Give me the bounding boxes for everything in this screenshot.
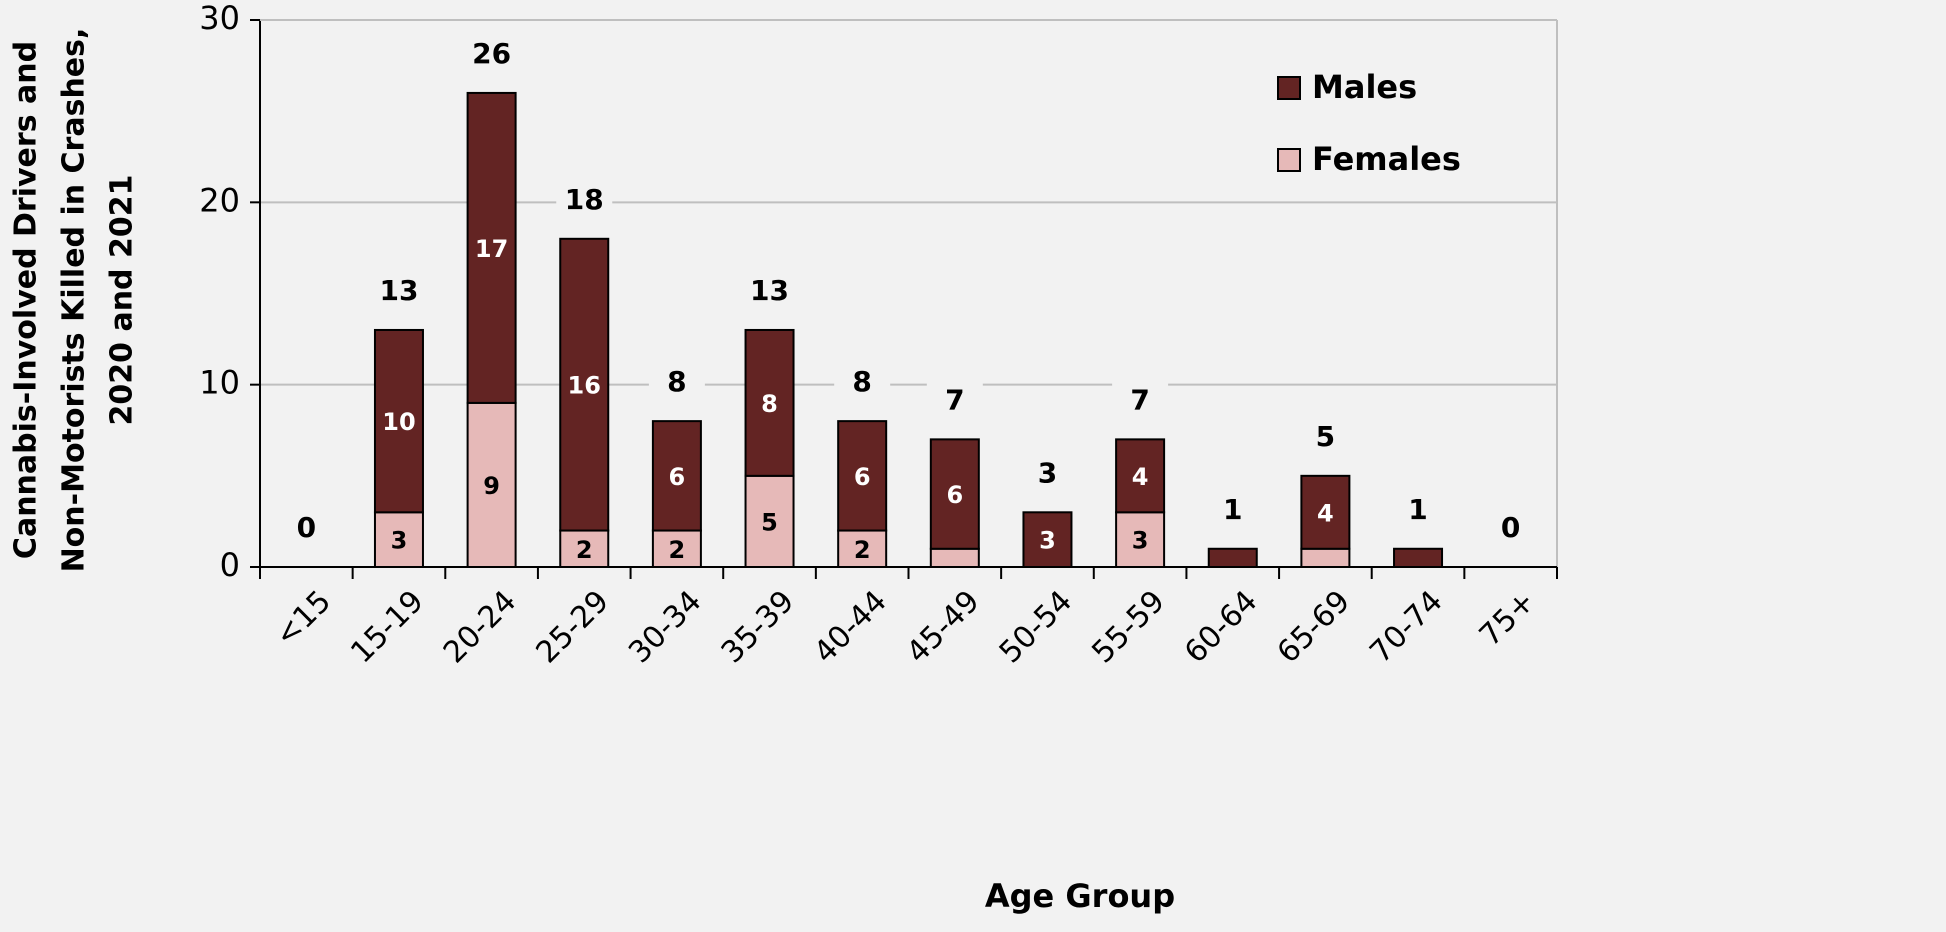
total-label: 13 [750, 274, 789, 307]
bar-segment [466, 401, 517, 568]
segment-label: 3 [1132, 527, 1149, 555]
segment-label: 6 [854, 463, 871, 491]
total-label: 8 [852, 365, 871, 398]
total-label: 0 [297, 511, 316, 544]
total-label: 18 [565, 183, 604, 216]
segment-label: 3 [391, 527, 408, 555]
segment-label: 6 [669, 463, 686, 491]
total-label-bg [556, 182, 613, 219]
bar-segment [559, 529, 610, 568]
segment-label: 10 [382, 408, 415, 436]
bar-segment [651, 420, 702, 532]
total-label-bg [648, 365, 705, 402]
bar-segment [1393, 547, 1444, 568]
total-label: 1 [1223, 493, 1242, 526]
total-label-bg [741, 273, 798, 310]
bar-segment [651, 529, 702, 568]
bar-segment [1022, 511, 1073, 568]
bar-segment [1115, 511, 1166, 568]
segment-label: 16 [568, 372, 601, 400]
total-label: 13 [379, 274, 418, 307]
total-label-bg [463, 36, 520, 73]
total-label: 0 [1501, 511, 1520, 544]
bar-segment [929, 438, 980, 550]
total-label: 1 [1408, 493, 1427, 526]
bar-segment [837, 420, 888, 532]
total-label-bg [278, 511, 335, 547]
y-axis-title: Cannabis-Involved Drivers and Non-Motoris… [9, 28, 140, 573]
legend-swatch [1277, 148, 1301, 172]
legend-label: Females [1312, 140, 1461, 178]
segment-label: 6 [946, 481, 963, 509]
segment-label: 2 [854, 536, 871, 564]
y-tick-label: 20 [199, 181, 240, 219]
segment-label: 17 [475, 235, 508, 263]
segment-label: 8 [761, 390, 778, 418]
segment-label: 3 [1039, 527, 1056, 555]
y-axis-title-line: 2020 and 2021 [105, 175, 140, 426]
total-label: 3 [1038, 456, 1057, 489]
total-label-bg [1390, 492, 1447, 529]
segment-label: 5 [761, 508, 778, 536]
total-label: 7 [945, 383, 964, 416]
segment-label: 4 [1317, 499, 1334, 527]
total-label: 5 [1316, 420, 1335, 453]
legend-swatch [1277, 76, 1301, 100]
bar-segment [744, 474, 795, 569]
bar-segment [373, 328, 424, 514]
y-tick-label: 0 [220, 546, 240, 584]
total-label-bg [834, 365, 891, 402]
segment-label: 9 [483, 472, 500, 500]
segment-label: 4 [1132, 463, 1149, 491]
total-label-bg [1482, 511, 1539, 547]
bar-segment [466, 91, 517, 404]
total-label-bg [1019, 456, 1076, 493]
x-axis-title: Age Group [985, 877, 1175, 915]
bar-segment [744, 328, 795, 477]
y-axis-title-line: Cannabis-Involved Drivers and [9, 41, 44, 559]
bar-segment [559, 237, 610, 532]
total-label: 7 [1130, 383, 1149, 416]
y-tick-label: 30 [199, 0, 240, 37]
bar-segment [373, 511, 424, 568]
total-label-bg [926, 383, 983, 420]
total-label-bg [1204, 492, 1261, 529]
bar-segment [1300, 474, 1351, 550]
total-label: 26 [472, 37, 511, 70]
bar-segment [929, 547, 980, 568]
total-label-bg [1112, 383, 1169, 420]
segment-label: 2 [669, 536, 686, 564]
bar-segment [1207, 547, 1258, 568]
legend-label: Males [1312, 68, 1417, 106]
total-label-bg [1297, 419, 1354, 456]
bar-segment [1300, 547, 1351, 568]
bar-segment [1115, 438, 1166, 514]
total-label-bg [370, 273, 427, 310]
total-label: 8 [667, 365, 686, 398]
segment-label: 2 [576, 536, 593, 564]
y-tick-label: 10 [199, 364, 240, 402]
y-axis-title-line: Non-Motorists Killed in Crashes, [57, 28, 92, 573]
